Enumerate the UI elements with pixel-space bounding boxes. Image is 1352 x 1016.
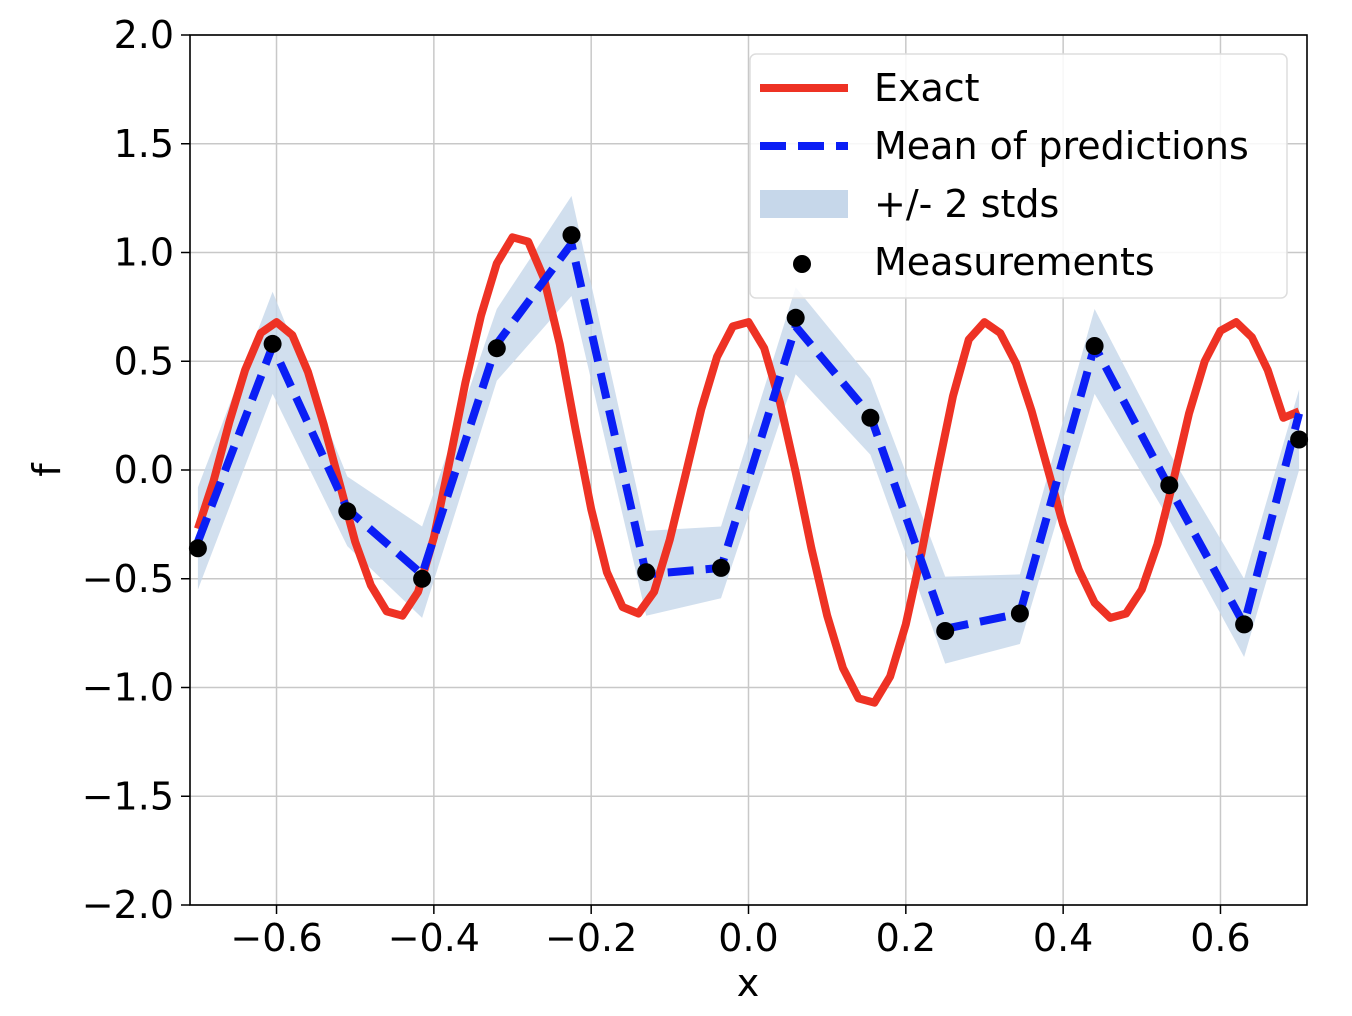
exact-curve-layer xyxy=(194,233,1301,707)
y-tick-label: 1.5 xyxy=(114,122,174,166)
measurement-point xyxy=(487,339,506,358)
legend-measurements-label: Measurements xyxy=(874,240,1155,284)
x-tick-label: 0.4 xyxy=(1033,916,1093,960)
measurement-point xyxy=(338,502,357,521)
x-tick-label: −0.2 xyxy=(545,916,637,960)
y-tick-label: 0.5 xyxy=(114,339,174,383)
measurement-points-layer xyxy=(188,226,1309,640)
std-band-layer xyxy=(197,196,1300,664)
x-tick-label: −0.6 xyxy=(230,916,322,960)
std-band xyxy=(197,196,1300,664)
measurement-point xyxy=(1085,337,1104,355)
measurement-point xyxy=(263,334,282,353)
legend: Exact Mean of predictions +/- 2 stds Mea… xyxy=(749,53,1288,299)
x-tick-label: 0.2 xyxy=(876,916,936,960)
measurement-point xyxy=(1160,476,1179,495)
measurement-point xyxy=(712,558,730,577)
exact-curve xyxy=(194,233,1301,707)
y-tick-label: −0.5 xyxy=(82,557,174,601)
x-axis-label: x xyxy=(737,961,760,1005)
y-axis-label: f xyxy=(25,462,69,477)
y-tick-label: −2.0 xyxy=(82,883,174,927)
y-tick-label: −1.5 xyxy=(82,774,174,818)
measurement-point xyxy=(786,308,805,327)
legend-band-swatch xyxy=(760,190,848,218)
measurement-point xyxy=(936,622,955,640)
measurement-point xyxy=(1010,604,1029,623)
y-tick-label: 2.0 xyxy=(114,13,174,57)
measurement-point xyxy=(637,563,656,582)
ticks: −0.6 −0.4 −0.2 0.0 0.2 0.4 0.6 2.0 1.5 1.0 0.5 0.0 −… xyxy=(82,13,1251,960)
mean-curve-layer xyxy=(194,239,1303,633)
measurement-point xyxy=(562,226,581,245)
x-tick-label: −0.4 xyxy=(388,916,480,960)
x-tick-label: 0.0 xyxy=(718,916,778,960)
legend-mean-label: Mean of predictions xyxy=(874,124,1249,168)
mean-curve xyxy=(194,239,1303,633)
legend-measurements-swatch xyxy=(793,255,811,273)
measurement-point xyxy=(413,569,432,588)
legend-exact-label: Exact xyxy=(874,66,980,110)
measurement-point xyxy=(188,539,207,558)
y-tick-label: −1.0 xyxy=(82,666,174,710)
y-tick-label: 1.0 xyxy=(114,231,174,275)
x-tick-label: 0.6 xyxy=(1190,916,1250,960)
legend-frame xyxy=(749,53,1288,299)
measurement-point xyxy=(1290,430,1309,449)
y-tick-label: 0.0 xyxy=(114,448,174,492)
measurement-point xyxy=(1235,615,1254,634)
legend-band-label: +/- 2 stds xyxy=(874,182,1059,226)
measurement-point xyxy=(861,408,880,427)
